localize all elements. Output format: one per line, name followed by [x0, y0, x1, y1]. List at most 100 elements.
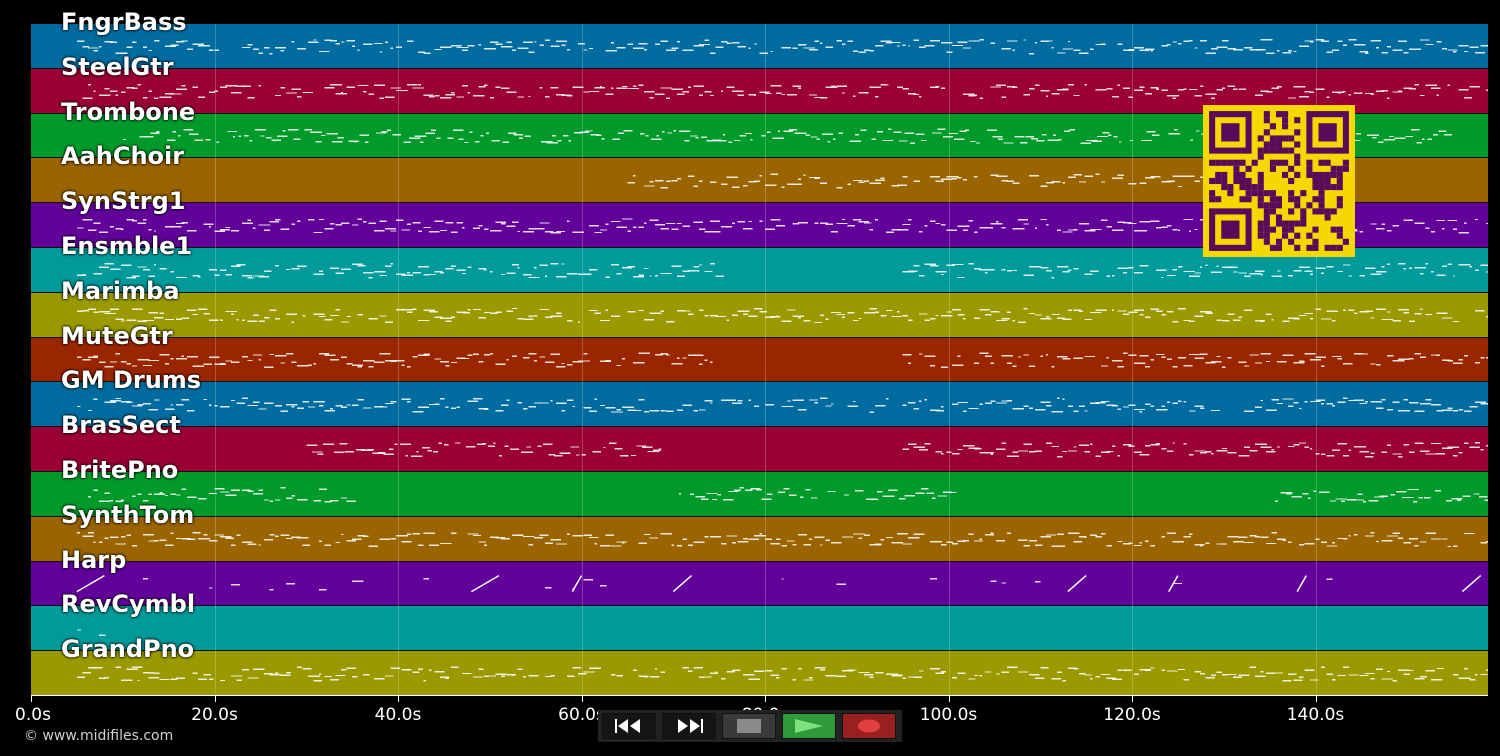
note-mark — [1392, 91, 1403, 93]
note-mark — [959, 130, 967, 132]
note-mark — [401, 229, 411, 231]
note-mark — [357, 366, 363, 368]
note-mark — [1166, 670, 1178, 672]
note-mark — [82, 535, 94, 538]
note-mark — [297, 537, 309, 539]
note-mark — [605, 276, 611, 278]
note-mark — [304, 128, 313, 131]
rewind-button[interactable] — [602, 713, 656, 739]
note-mark — [1282, 539, 1286, 542]
note-mark — [98, 677, 106, 680]
note-mark — [1464, 442, 1469, 444]
note-mark — [557, 140, 562, 142]
qr-module — [1233, 177, 1240, 185]
note-mark — [698, 309, 704, 311]
play-button[interactable] — [782, 713, 836, 739]
note-mark — [1078, 535, 1087, 538]
note-mark — [142, 269, 151, 271]
note-mark — [748, 181, 757, 183]
note-mark — [453, 129, 464, 132]
note-mark — [1007, 666, 1018, 668]
note-mark — [1293, 444, 1300, 446]
qr-module — [1318, 202, 1325, 209]
note-mark — [407, 365, 411, 368]
note-mark — [621, 542, 625, 544]
note-mark — [1436, 94, 1440, 97]
note-mark — [853, 50, 859, 52]
note-mark — [1387, 408, 1393, 411]
note-mark — [1023, 443, 1033, 445]
note-mark — [324, 39, 332, 42]
note-mark — [231, 361, 240, 363]
note-mark — [1166, 401, 1171, 404]
note-mark — [1067, 450, 1077, 452]
note-mark — [1420, 356, 1427, 358]
note-mark — [192, 365, 205, 367]
axis-tick — [214, 695, 216, 702]
note-mark — [438, 442, 442, 444]
note-mark — [1128, 445, 1135, 447]
note-mark — [671, 180, 678, 182]
note-mark — [788, 129, 797, 131]
note-mark — [937, 495, 947, 497]
note-mark — [76, 227, 84, 229]
qr-module — [1275, 147, 1283, 154]
note-mark — [418, 266, 430, 268]
note-mark — [765, 538, 773, 540]
qr-module — [1324, 159, 1331, 166]
note-mark — [1337, 401, 1346, 403]
note-mark — [445, 320, 452, 322]
note-mark — [985, 227, 993, 229]
note-mark — [864, 534, 870, 536]
fast-forward-button[interactable] — [662, 713, 716, 739]
note-mark — [1095, 173, 1100, 176]
note-mark — [313, 679, 322, 682]
stop-button[interactable] — [722, 713, 776, 739]
note-mark — [985, 534, 995, 536]
note-mark — [1478, 496, 1488, 498]
note-mark — [726, 176, 739, 179]
note-mark — [1144, 445, 1151, 447]
note-mark — [341, 497, 347, 499]
note-mark — [550, 353, 560, 355]
qr-module — [1288, 165, 1295, 172]
note-mark — [926, 492, 934, 494]
note-mark — [275, 499, 281, 501]
note-mark — [1447, 545, 1451, 548]
record-button[interactable] — [842, 713, 896, 739]
note-mark — [1128, 354, 1137, 356]
note-mark — [930, 668, 941, 670]
note-mark — [695, 496, 706, 498]
note-mark — [165, 318, 174, 321]
note-mark — [247, 219, 251, 221]
note-mark — [1161, 226, 1168, 228]
note-mark — [1405, 135, 1413, 138]
note-mark — [1288, 50, 1293, 52]
note-mark — [643, 675, 649, 678]
note-mark — [676, 41, 680, 43]
note-mark — [264, 499, 269, 501]
note-mark — [506, 272, 516, 275]
note-mark — [467, 533, 479, 535]
note-mark — [394, 443, 398, 445]
note-mark — [203, 398, 207, 401]
note-mark — [98, 500, 110, 502]
note-mark — [919, 230, 923, 233]
note-mark — [374, 406, 384, 408]
note-mark — [181, 399, 190, 401]
note-mark — [153, 317, 164, 319]
note-mark — [1420, 541, 1427, 543]
note-mark — [209, 492, 218, 495]
qr-module — [1269, 159, 1276, 166]
qr-module — [1269, 202, 1276, 209]
note-mark — [1390, 494, 1395, 496]
gridline — [214, 24, 216, 696]
note-mark — [1436, 219, 1445, 222]
qr-code[interactable] — [1203, 105, 1355, 257]
note-mark — [1394, 137, 1406, 139]
note-mark — [555, 230, 566, 233]
note-mark — [1089, 48, 1094, 50]
note-mark — [1089, 678, 1093, 680]
note-mark — [269, 534, 275, 536]
qr-module — [1330, 171, 1337, 178]
